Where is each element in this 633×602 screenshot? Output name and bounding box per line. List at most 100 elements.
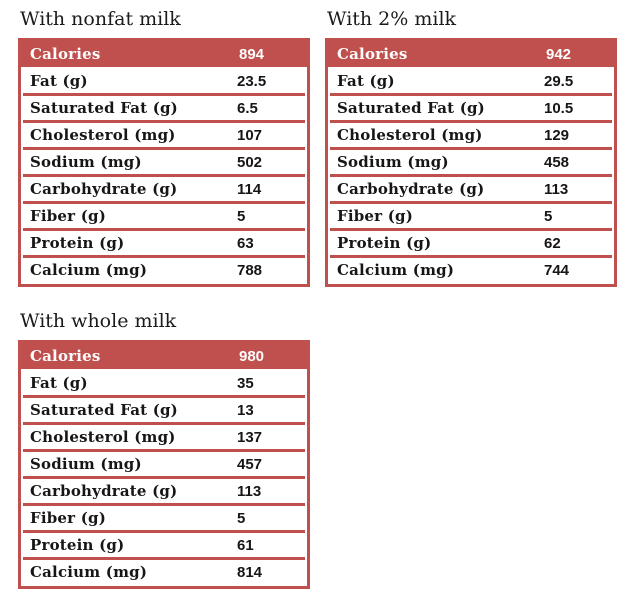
row-value: 113 <box>544 180 569 198</box>
row-value: 29.5 <box>544 72 574 90</box>
row-value: 13 <box>237 401 254 419</box>
table-row: Sodium (mg) 458 <box>330 150 612 174</box>
row-label: Protein (g) <box>30 536 125 554</box>
table-body: Fat (g) 29.5 Saturated Fat (g) 10.5 Choleste… <box>328 67 614 284</box>
table-body: Fat (g) 35 Saturated Fat (g) 13 Cholesterol … <box>21 369 307 586</box>
row-label: Sodium (mg) <box>30 455 142 473</box>
table-body: Fat (g) 23.5 Saturated Fat (g) 6.5 Cholester… <box>21 67 307 284</box>
table-row: Cholesterol (mg) 129 <box>330 123 612 147</box>
row-divider <box>23 557 305 560</box>
row-divider <box>23 449 305 452</box>
table-title: With nonfat milk <box>20 8 181 30</box>
row-label: Carbohydrate (g) <box>30 180 178 198</box>
row-label: Cholesterol (mg) <box>30 428 176 446</box>
row-label: Protein (g) <box>30 234 125 252</box>
row-divider <box>23 228 305 231</box>
row-value: 5 <box>544 207 553 225</box>
row-divider <box>330 120 612 123</box>
row-divider <box>23 120 305 123</box>
row-label: Fiber (g) <box>30 207 106 225</box>
table-row: Fiber (g) 5 <box>330 204 612 228</box>
nutrition-block-2pct-milk: With 2% milk Calories 942 Fat (g) 29.5 Satur… <box>325 8 617 287</box>
row-label: Calcium (mg) <box>30 563 148 581</box>
row-value: 63 <box>237 234 254 252</box>
row-value: 62 <box>544 234 561 252</box>
row-divider <box>23 530 305 533</box>
table-row: Protein (g) 62 <box>330 231 612 255</box>
table-row: Calcium (mg) 788 <box>23 258 305 282</box>
row-value: 457 <box>237 455 263 473</box>
row-value: 788 <box>237 261 263 279</box>
nutrition-block-nonfat-milk: With nonfat milk Calories 894 Fat (g) 23.5 S… <box>18 8 310 287</box>
row-label: Fat (g) <box>30 374 88 392</box>
row-label: Cholesterol (mg) <box>337 126 483 144</box>
table-header-row: Calories 942 <box>328 41 614 67</box>
row-label: Protein (g) <box>337 234 432 252</box>
table-row: Cholesterol (mg) 107 <box>23 123 305 147</box>
row-value: 129 <box>544 126 570 144</box>
row-divider <box>23 422 305 425</box>
row-value: 10.5 <box>544 99 574 117</box>
row-divider <box>23 174 305 177</box>
table-row: Carbohydrate (g) 114 <box>23 177 305 201</box>
row-value: 137 <box>237 428 263 446</box>
header-value: 980 <box>239 347 265 365</box>
table-row: Sodium (mg) 502 <box>23 150 305 174</box>
header-value: 894 <box>239 45 265 63</box>
table-header-row: Calories 894 <box>21 41 307 67</box>
row-label: Fiber (g) <box>337 207 413 225</box>
nutrition-block-whole-milk: With whole milk Calories 980 Fat (g) 35 Satu… <box>18 310 310 589</box>
row-divider <box>23 93 305 96</box>
table-row: Saturated Fat (g) 6.5 <box>23 96 305 120</box>
row-label: Calcium (mg) <box>337 261 455 279</box>
row-divider <box>23 503 305 506</box>
row-label: Saturated Fat (g) <box>30 401 178 419</box>
table-row: Sodium (mg) 457 <box>23 452 305 476</box>
row-label: Saturated Fat (g) <box>337 99 485 117</box>
row-value: 744 <box>544 261 570 279</box>
row-value: 113 <box>237 482 262 500</box>
row-label: Saturated Fat (g) <box>30 99 178 117</box>
table-row: Calcium (mg) 814 <box>23 560 305 584</box>
row-label: Fiber (g) <box>30 509 106 527</box>
row-value: 814 <box>237 563 263 581</box>
row-value: 458 <box>544 153 570 171</box>
nutrition-table: Calories 894 Fat (g) 23.5 Saturated Fat (g) 6… <box>18 38 310 287</box>
row-value: 61 <box>237 536 254 554</box>
nutrition-table: Calories 980 Fat (g) 35 Saturated Fat (g) 13 C… <box>18 340 310 589</box>
row-divider <box>23 147 305 150</box>
row-divider <box>23 255 305 258</box>
table-row: Fat (g) 29.5 <box>330 69 612 93</box>
table-row: Saturated Fat (g) 10.5 <box>330 96 612 120</box>
row-value: 5 <box>237 509 246 527</box>
row-value: 114 <box>237 180 262 198</box>
table-header-row: Calories 980 <box>21 343 307 369</box>
row-value: 107 <box>237 126 263 144</box>
row-value: 23.5 <box>237 72 267 90</box>
table-row: Protein (g) 63 <box>23 231 305 255</box>
row-value: 35 <box>237 374 254 392</box>
row-label: Fat (g) <box>30 72 88 90</box>
table-row: Saturated Fat (g) 13 <box>23 398 305 422</box>
row-divider <box>23 476 305 479</box>
table-title: With whole milk <box>20 310 177 332</box>
table-title: With 2% milk <box>327 8 457 30</box>
row-divider <box>330 228 612 231</box>
nutrition-table: Calories 942 Fat (g) 29.5 Saturated Fat (g) 1… <box>325 38 617 287</box>
table-row: Fiber (g) 5 <box>23 506 305 530</box>
row-divider <box>330 255 612 258</box>
table-row: Fat (g) 35 <box>23 371 305 395</box>
row-label: Calcium (mg) <box>30 261 148 279</box>
table-row: Fat (g) 23.5 <box>23 69 305 93</box>
table-row: Calcium (mg) 744 <box>330 258 612 282</box>
header-value: 942 <box>546 45 572 63</box>
table-row: Cholesterol (mg) 137 <box>23 425 305 449</box>
header-label: Calories <box>30 347 101 365</box>
row-divider <box>23 395 305 398</box>
table-row: Protein (g) 61 <box>23 533 305 557</box>
row-value: 5 <box>237 207 246 225</box>
row-divider <box>330 174 612 177</box>
row-divider <box>23 201 305 204</box>
table-row: Carbohydrate (g) 113 <box>23 479 305 503</box>
